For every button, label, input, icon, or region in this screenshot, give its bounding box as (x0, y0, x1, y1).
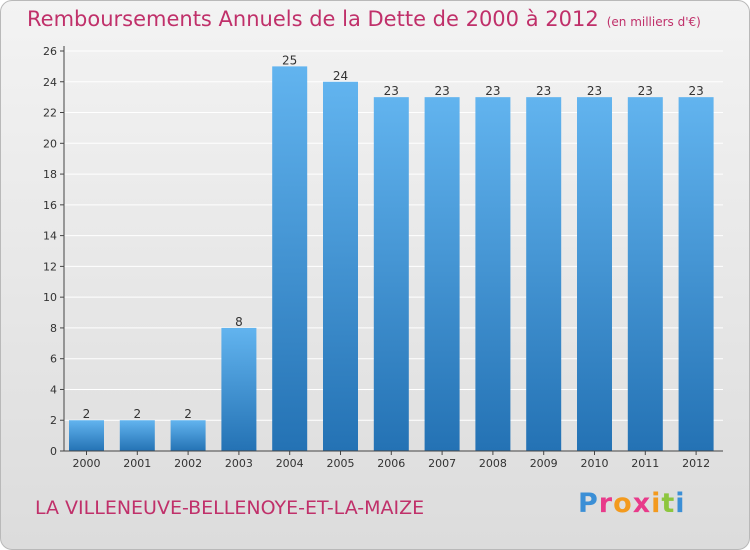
bars (69, 66, 714, 452)
y-tick-label: 4 (50, 383, 57, 396)
x-tick-label: 2000 (73, 457, 101, 470)
x-tick-label: 2007 (428, 457, 456, 470)
bar-value-label: 23 (688, 84, 703, 98)
x-tick-label: 2001 (123, 457, 151, 470)
bar (323, 81, 358, 452)
bar-value-label: 2 (133, 407, 141, 421)
y-tick-label: 26 (43, 45, 57, 58)
x-tick-label: 2012 (682, 457, 710, 470)
x-tick-label: 2004 (276, 457, 304, 470)
brand-letter: i (675, 488, 686, 519)
city-name: LA VILLENEUVE-BELLENOYE-ET-LA-MAIZE (35, 497, 425, 519)
brand-letter: P (578, 488, 599, 519)
bar-value-label: 23 (434, 84, 449, 98)
x-tick-label: 2005 (327, 457, 355, 470)
y-tick-label: 20 (43, 137, 57, 150)
labels: 0246810121416182022242622000220012200282… (43, 45, 710, 470)
y-tick-label: 12 (43, 260, 57, 273)
bar-value-label: 2 (83, 407, 91, 421)
x-tick-label: 2002 (174, 457, 202, 470)
bar (119, 420, 155, 451)
axes (60, 46, 723, 455)
y-tick-label: 10 (43, 291, 57, 304)
y-tick-label: 2 (50, 414, 57, 427)
brand-letter: x (632, 488, 652, 519)
y-tick-label: 18 (43, 168, 57, 181)
y-tick-label: 22 (43, 107, 57, 120)
chart-title-text: Remboursements Annuels de la Dette de 20… (27, 7, 599, 31)
y-tick-label: 24 (43, 76, 57, 89)
bar (221, 327, 257, 451)
bar (526, 97, 562, 452)
bar-value-label: 23 (587, 84, 602, 98)
brand-letter: r (598, 488, 614, 519)
x-tick-label: 2003 (225, 457, 253, 470)
proxiti-logo[interactable]: Proxiti (578, 488, 686, 519)
bar-value-label: 2 (184, 407, 192, 421)
bar-value-label: 23 (485, 84, 500, 98)
x-tick-label: 2011 (631, 457, 659, 470)
y-tick-label: 14 (43, 230, 57, 243)
bar (69, 420, 104, 451)
bar (678, 97, 714, 452)
x-tick-label: 2009 (530, 457, 558, 470)
chart-subtitle: (en milliers d'€) (606, 15, 701, 29)
bar-value-label: 23 (638, 84, 653, 98)
y-tick-label: 16 (43, 199, 57, 212)
bar-value-label: 8 (235, 315, 243, 329)
y-tick-label: 0 (50, 445, 57, 458)
bar-value-label: 25 (282, 53, 297, 67)
bar (373, 97, 409, 452)
x-tick-label: 2006 (377, 457, 405, 470)
chart-title: Remboursements Annuels de la Dette de 20… (27, 7, 701, 31)
y-tick-label: 6 (50, 353, 57, 366)
x-tick-label: 2010 (581, 457, 609, 470)
bar (424, 97, 460, 452)
brand-letter: t (661, 488, 676, 519)
bar (475, 97, 511, 452)
brand-letter: o (613, 488, 633, 519)
bar-value-label: 24 (333, 69, 348, 83)
brand-letter: i (651, 488, 662, 519)
bar (627, 97, 663, 452)
bar-value-label: 23 (384, 84, 399, 98)
y-tick-label: 8 (50, 322, 57, 335)
bar (272, 66, 308, 451)
x-tick-label: 2008 (479, 457, 507, 470)
bar-value-label: 23 (536, 84, 551, 98)
bar (170, 420, 206, 451)
bar (577, 97, 612, 452)
